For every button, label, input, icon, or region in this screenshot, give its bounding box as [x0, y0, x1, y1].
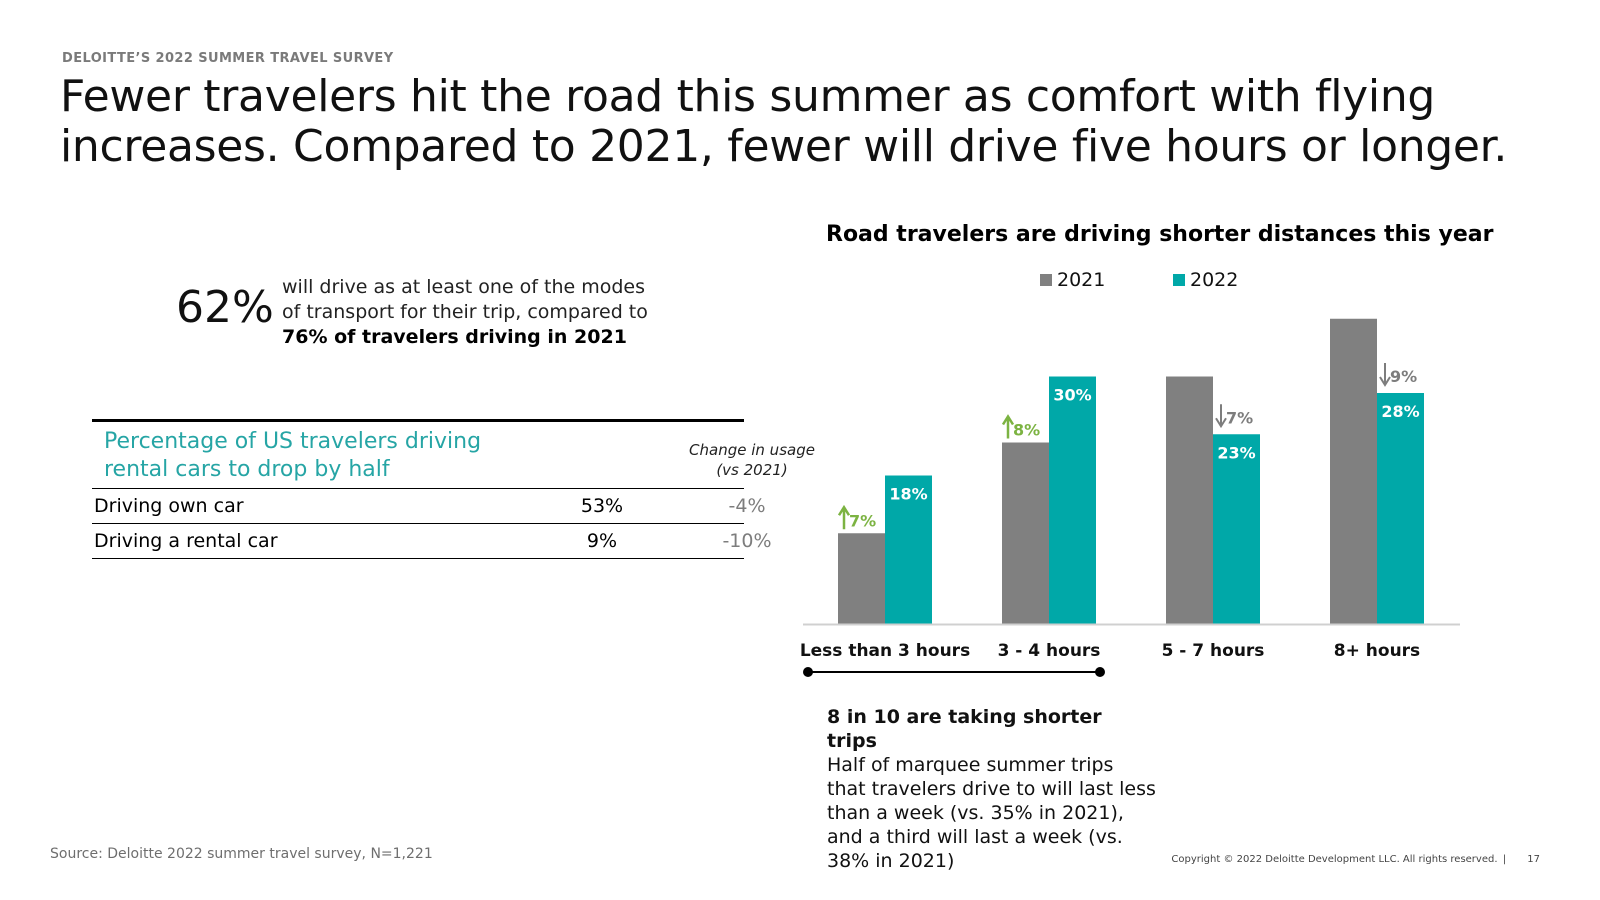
copyright-separator: | — [1502, 854, 1507, 865]
row-label: Driving a rental car — [94, 530, 278, 552]
bar-2022 — [885, 475, 932, 624]
arrow-up-icon — [837, 504, 851, 530]
x-tick-label: 8+ hours — [1334, 641, 1420, 661]
change-column-header: Change in usage (vs 2021) — [689, 441, 815, 479]
arrow-down-icon — [1379, 363, 1391, 387]
chart-title: Road travelers are driving shorter dista… — [826, 222, 1494, 247]
arrow-up-icon — [1001, 414, 1015, 439]
stat-text: will drive as at least one of the modes … — [282, 276, 648, 323]
trip-note: 8 in 10 are taking shorter trips Half of… — [827, 705, 1157, 873]
bar-2022 — [1049, 376, 1096, 624]
source-note: Source: Deloitte 2022 summer travel surv… — [50, 846, 433, 862]
change-label: 9% — [1390, 367, 1417, 386]
change-label: 8% — [1013, 421, 1040, 440]
table-header: Percentage of US travelers driving renta… — [92, 422, 815, 488]
page-title: Fewer travelers hit the road this summer… — [60, 71, 1508, 172]
survey-eyebrow: DELOITTE’S 2022 SUMMER TRAVEL SURVEY — [62, 51, 394, 66]
copyright: Copyright © 2022 Deloitte Development LL… — [1171, 854, 1540, 865]
table-rule — [92, 488, 744, 489]
legend-swatch-2022 — [1173, 274, 1185, 286]
stat-description: will drive as at least one of the modes … — [282, 275, 662, 350]
bar-2022 — [1213, 434, 1260, 624]
stat-text-bold: 76% of travelers driving in 2021 — [282, 326, 627, 348]
bracket-end-dot — [803, 667, 813, 677]
change-label: 7% — [849, 511, 876, 530]
bar-chart: 2021 2022 18% 7% Less than 3 hours 30% 8% 3 - 4… — [800, 269, 1460, 677]
row-value: 9% — [586, 530, 618, 552]
x-tick-label: Less than 3 hours — [800, 641, 970, 661]
table-row: Driving own car 53% -4% — [92, 489, 766, 523]
x-tick-label: 3 - 4 hours — [998, 641, 1101, 661]
bracket-end-dot — [1095, 667, 1105, 677]
arrow-down-icon — [1215, 404, 1227, 429]
rental-table: Percentage of US travelers driving renta… — [92, 419, 815, 559]
bar-data-label: 18% — [889, 485, 927, 504]
row-label: Driving own car — [94, 495, 244, 517]
legend-swatch-2021 — [1040, 274, 1052, 286]
bar-data-label: 28% — [1381, 402, 1419, 421]
copyright-text: Copyright © 2022 Deloitte Development LL… — [1171, 854, 1498, 865]
stat-value: 62% — [176, 282, 274, 333]
bar-data-label: 23% — [1217, 443, 1255, 462]
row-change: -4% — [728, 495, 766, 517]
page-number: 17 — [1527, 854, 1540, 865]
change-label: 7% — [1226, 408, 1253, 427]
note-body: Half of marquee summer trips that travel… — [827, 754, 1156, 872]
bar-data-label: 30% — [1053, 386, 1091, 405]
legend-label-2022: 2022 — [1190, 269, 1238, 291]
bar-2021 — [838, 533, 885, 624]
table-top-rule — [92, 419, 744, 422]
table-row: Driving a rental car 9% -10% — [92, 524, 772, 558]
bar-2021 — [1166, 376, 1213, 624]
row-change: -10% — [722, 530, 772, 552]
note-title: 8 in 10 are taking shorter trips — [827, 706, 1102, 752]
legend-label-2021: 2021 — [1057, 269, 1105, 291]
x-tick-label: 5 - 7 hours — [1162, 641, 1265, 661]
bar-2022 — [1377, 393, 1424, 624]
table-rule — [92, 558, 744, 559]
table-rule — [92, 523, 744, 524]
bar-2021 — [1002, 442, 1049, 624]
row-value: 53% — [580, 495, 624, 517]
table-title: Percentage of US travelers driving renta… — [104, 429, 482, 482]
bar-2021 — [1330, 318, 1377, 624]
